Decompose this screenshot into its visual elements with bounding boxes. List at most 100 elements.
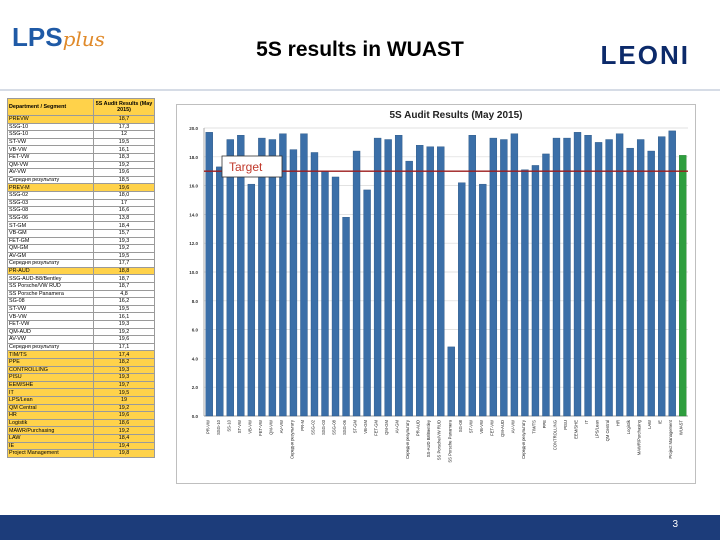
table-cell-result: 18,8 [93,266,155,276]
x-tick-label: SSG-03 [321,419,326,435]
table-cell-result: 19,2 [93,160,155,170]
x-tick-label: LAW [647,420,652,429]
x-tick-label: SS Porsche Panamera [447,419,452,462]
bar [531,165,540,417]
table-row: TIM/TS 17,4 [7,350,155,359]
table-cell-result: 19,3 [93,373,155,382]
table-row: AV-VW 19,6 [7,335,155,344]
x-tick-label: PR-VW [205,420,210,434]
table-cell-department: IE [7,441,94,451]
table-cell-department: PR-AUD [7,266,94,276]
bar [500,139,508,417]
x-tick-label: EEM/SHE [574,420,579,439]
table-cell-department: SG-08 [7,297,94,306]
table-cell-result: 19,8 [93,449,155,458]
logo-lps-text: LPS [12,22,63,52]
slide-header: LPSplus 5S results in WUAST LEONI [0,0,720,92]
x-tick-label: AV-VW [510,420,515,433]
table-cell-result: 19,6 [93,411,155,420]
bar [310,152,319,417]
table-cell-result: 18,7 [93,274,155,284]
table-cell-result: 17,3 [93,122,155,132]
table-row: SSG-03 17 [7,198,155,208]
table-cell-result: 18,3 [93,152,155,162]
table-header-department: Department / Segment [7,98,94,116]
table-cell-department: HR [7,411,94,420]
header-divider [0,89,720,91]
table-row: SSG-10 12 [7,130,155,139]
y-tick-label: 8.0 [192,299,199,304]
table-row: FET-GM 19,3 [7,236,155,246]
table-row: QM-VW 19,2 [7,160,155,170]
bar [521,169,529,417]
table-cell-department: Середня результату [7,342,94,352]
bar [216,166,224,417]
table-cell-result: 19,2 [93,403,155,413]
table-cell-result: 18,6 [93,418,155,428]
table-cell-result: 19,7 [93,380,155,390]
bar-highlight [679,155,687,417]
x-tick-label: QM-GM [384,419,389,434]
y-tick-label: 14.0 [189,212,198,217]
x-tick-label: SSG-06 [342,419,347,435]
table-row: PREVW 18,7 [7,115,155,124]
bar [489,137,498,417]
x-tick-label: FET-VW [258,420,263,436]
leoni-logo: LEONI [600,40,690,70]
logo-plus-text: plus [62,27,105,51]
x-tick-label: TIM/TS [531,420,536,434]
y-tick-label: 4.0 [192,356,199,361]
table-cell-department: VB-VW [7,145,94,154]
table-cell-result: 19,3 [93,320,155,329]
table-cell-department: PREVW [7,115,94,124]
x-tick-label: VB-VW [247,420,252,434]
table-cell-result: 18,0 [93,190,155,200]
table-cell-result: 16,1 [93,145,155,154]
table-cell-result: 19,5 [93,304,155,314]
audit-table: Department / Segment 5S Audit Results (M… [7,98,155,458]
table-cell-result: 17 [93,198,155,208]
x-tick-label: PR-AUD [416,420,421,436]
bar [426,146,434,417]
y-tick-label: 20.0 [189,126,198,131]
x-tick-label: Logistik [626,419,631,434]
table-cell-result: 17,4 [93,350,155,359]
table-row: SSG-AUD-B8/Bentley 18,7 [7,274,155,284]
bar [205,132,213,417]
table-row: VB-VW 16,1 [7,145,155,154]
table-row: QM-AUD 19,2 [7,327,155,337]
table-cell-result: 17,1 [93,342,155,352]
bar [258,137,266,417]
y-tick-label: 6.0 [192,328,199,333]
table-cell-department: PISU [7,373,94,382]
table-cell-department: EEM/SHE [7,380,94,390]
table-cell-result: 13,8 [93,213,155,223]
table-cell-department: ST-GM [7,221,94,230]
table-cell-result: 19,6 [93,183,155,192]
table-cell-department: Середня результату [7,259,94,268]
bar [416,145,424,417]
table-row: CONTROLLING 19,3 [7,365,155,375]
bar [373,137,382,417]
x-tick-label: ST-GM [353,419,358,433]
x-tick-label: Середня результату [521,419,526,459]
x-tick-label: VB-VW [479,420,484,434]
table-row: FET-VW 19,3 [7,320,155,329]
x-tick-label: FET-GM [374,419,379,435]
table-cell-department: Logistik [7,418,94,428]
table-cell-result: 19,5 [93,137,155,147]
y-tick-label: 16.0 [189,184,198,189]
table-cell-result: 19,2 [93,327,155,337]
x-tick-label: SS-10 [226,419,231,431]
bar [300,133,308,417]
x-tick-label: WUAST [679,420,684,436]
slide-title: 5S results in WUAST [256,38,464,61]
bar [479,183,487,417]
table-cell-department: IT [7,388,94,397]
x-tick-label: Середня результату [405,419,410,459]
x-tick-label: Середня результату [289,419,294,459]
table-cell-department: SSG-06 [7,213,94,223]
bar [321,170,329,417]
bar [247,183,256,417]
bar [573,132,582,417]
